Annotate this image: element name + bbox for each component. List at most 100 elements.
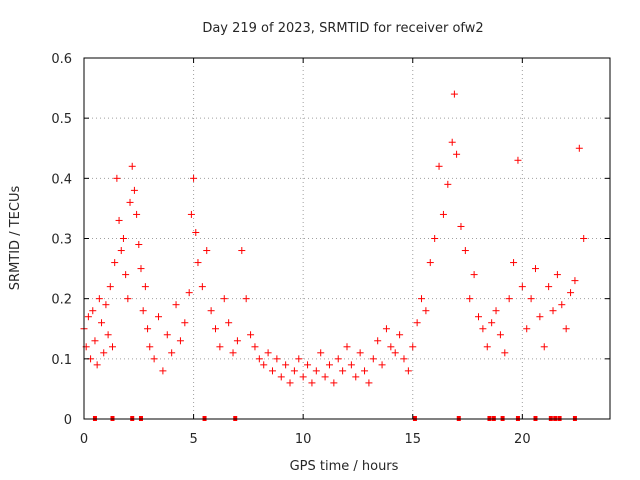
data-point (330, 379, 338, 387)
data-point (225, 319, 233, 327)
data-point (220, 295, 228, 303)
data-point (277, 373, 285, 381)
data-point (233, 337, 241, 345)
data-point (295, 355, 303, 363)
data-point (404, 367, 412, 375)
x-tick-label: 5 (189, 432, 197, 447)
data-point (321, 373, 329, 381)
data-point (286, 379, 294, 387)
data-point (413, 319, 421, 327)
data-point (400, 355, 408, 363)
data-point (483, 343, 491, 351)
data-point (518, 283, 526, 291)
y-axis-label: SRMTID / TECUs (8, 186, 23, 291)
data-point (212, 325, 219, 333)
data-point (488, 319, 496, 327)
data-point (562, 325, 570, 333)
data-point (198, 283, 206, 291)
x-tick-label: 15 (404, 432, 421, 447)
data-point (461, 247, 469, 255)
data-point (523, 325, 531, 333)
data-point (84, 313, 92, 321)
data-point (238, 247, 246, 255)
data-point (124, 295, 132, 303)
data-point (514, 156, 522, 164)
data-point (365, 379, 373, 387)
data-point (155, 313, 163, 321)
data-point (251, 343, 259, 351)
data-point (378, 361, 386, 369)
data-point (553, 271, 561, 279)
data-point (334, 355, 342, 363)
data-point (268, 367, 276, 375)
data-point (536, 313, 544, 321)
data-point (203, 247, 211, 255)
data-point (108, 343, 116, 351)
data-point (505, 295, 513, 303)
data-point (435, 162, 443, 170)
data-point (137, 265, 145, 273)
data-point (260, 361, 268, 369)
data-point (374, 337, 382, 345)
data-point (102, 301, 110, 309)
data-point (356, 349, 364, 357)
data-point (163, 331, 171, 339)
data-point (308, 379, 316, 387)
data-point (496, 331, 504, 339)
data-point (229, 349, 237, 357)
data-point (299, 373, 307, 381)
data-point (501, 349, 509, 357)
data-point (558, 301, 566, 309)
data-point (106, 283, 114, 291)
data-point (549, 307, 557, 315)
data-point (255, 355, 263, 363)
y-tick-label: 0.6 (51, 52, 72, 67)
data-point (113, 174, 121, 182)
data-point (181, 319, 189, 327)
y-tick-label: 0.4 (51, 172, 72, 187)
data-point (128, 162, 136, 170)
data-point (575, 144, 583, 152)
data-point (135, 241, 143, 249)
data-point (146, 343, 154, 351)
data-point (290, 367, 298, 375)
data-point (571, 277, 579, 285)
data-point (510, 259, 518, 267)
data-point (470, 271, 478, 279)
y-tick-label: 0.2 (51, 293, 72, 308)
data-point (247, 331, 255, 339)
data-point (444, 180, 452, 188)
data-point (207, 307, 215, 315)
data-point (304, 361, 312, 369)
data-point (431, 235, 439, 242)
data-point (89, 307, 97, 315)
data-point (98, 319, 106, 327)
data-point (91, 337, 99, 345)
data-point (369, 355, 377, 363)
data-point (531, 265, 539, 273)
data-point (387, 343, 395, 351)
data-point (176, 337, 184, 345)
data-point (527, 295, 535, 303)
x-tick-label: 20 (514, 432, 531, 447)
data-point (391, 349, 399, 357)
data-point (139, 307, 147, 315)
data-point (282, 361, 290, 369)
data-point (448, 138, 456, 146)
data-point (396, 331, 404, 339)
data-point (439, 210, 447, 218)
y-tick-label: 0 (64, 413, 72, 428)
data-point (150, 355, 158, 363)
data-point (273, 355, 281, 363)
data-point (352, 373, 360, 381)
data-point (426, 259, 434, 267)
data-point (144, 325, 152, 333)
data-point (122, 271, 130, 279)
data-point (466, 295, 474, 303)
data-point (409, 343, 417, 351)
data-point (418, 295, 426, 303)
y-tick-label: 0.3 (51, 233, 72, 248)
data-point (317, 349, 325, 357)
